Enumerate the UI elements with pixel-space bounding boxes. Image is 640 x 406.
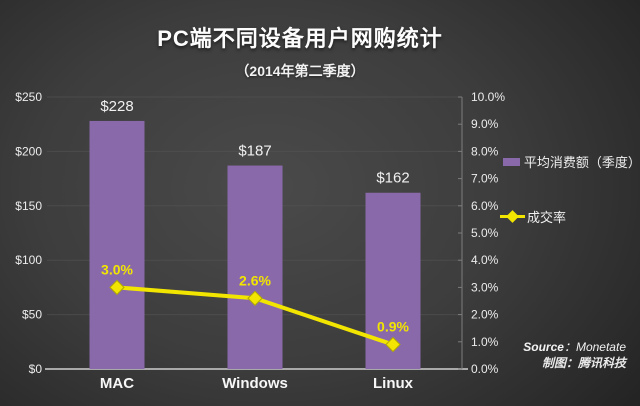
legend-label-conversion: 成交率 (527, 210, 567, 225)
bar-value-label: $228 (100, 98, 133, 115)
line-point-label: 2.6% (239, 272, 271, 288)
bar-value-label: $187 (238, 143, 271, 160)
legend-item-spending: 平均消费额（季度） (503, 152, 640, 171)
source-line: Source：Monetate (523, 339, 626, 355)
right-axis-tick-label: 9.0% (471, 117, 499, 131)
right-axis-tick-label: 2.0% (471, 308, 499, 322)
right-axis-tick-label: 0.0% (471, 362, 499, 376)
source-label: Source (523, 340, 564, 354)
bar-value-label: $162 (376, 170, 409, 187)
line-point-label: 3.0% (101, 261, 133, 277)
legend-diamond-icon (506, 210, 519, 223)
right-axis-tick-label: 6.0% (471, 199, 499, 213)
line-point-label: 0.9% (377, 319, 409, 335)
bar-series-swatch (503, 157, 520, 166)
right-axis-tick-label: 10.0% (471, 90, 505, 104)
source-block: Source：Monetate 制图：腾讯科技 (523, 339, 626, 371)
left-axis-tick-label: $0 (29, 362, 43, 376)
chart-title: PC端不同设备用户网购统计 (157, 26, 443, 51)
left-axis-tick-label: $200 (15, 144, 42, 158)
left-axis-tick-label: $250 (15, 90, 42, 104)
bar-windows (227, 165, 283, 369)
right-axis-tick-label: 1.0% (471, 335, 499, 349)
left-axis-tick-label: $100 (15, 253, 42, 267)
x-axis-label-windows: Windows (222, 375, 288, 392)
right-axis-tick-label: 7.0% (471, 172, 499, 186)
right-axis-tick-label: 5.0% (471, 226, 499, 240)
line-point-marker (109, 279, 125, 296)
line-point-marker (385, 336, 401, 353)
right-axis-tick-label: 3.0% (471, 280, 499, 294)
right-axis-tick-label: 8.0% (471, 144, 499, 158)
right-axis-tick-label: 4.0% (471, 253, 499, 267)
x-axis-label-mac: MAC (100, 375, 134, 392)
source-value: ：Monetate (563, 340, 626, 354)
legend-item-conversion: 成交率 (500, 207, 566, 226)
x-axis-label-linux: Linux (373, 375, 414, 392)
left-axis-tick-label: $50 (22, 308, 42, 322)
chart-subtitle: （2014年第二季度） (235, 63, 365, 79)
line-series-swatch (500, 210, 525, 223)
legend-label-spending: 平均消费额（季度） (523, 155, 640, 170)
left-axis-tick-label: $150 (15, 199, 42, 213)
line-point-marker (247, 290, 263, 306)
bar-mac (89, 120, 145, 369)
credit-line: 制图：腾讯科技 (541, 356, 626, 370)
